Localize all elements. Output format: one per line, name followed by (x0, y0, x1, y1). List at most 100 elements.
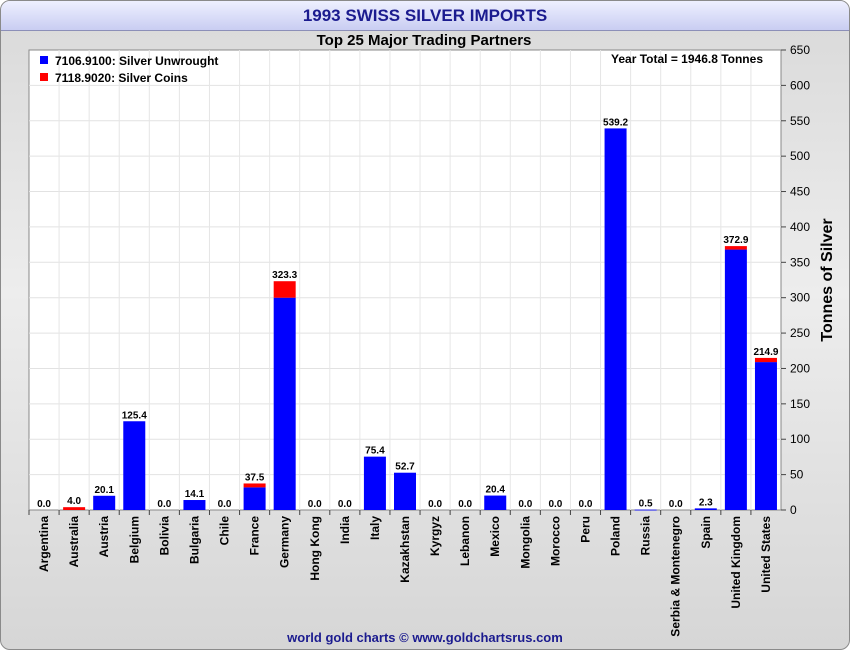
bar-unwrought-23 (724, 249, 747, 511)
data-label: 323.3 (272, 270, 297, 281)
bar-unwrought-22 (694, 508, 717, 510)
y-axis-title: Tonnes of Silver (819, 218, 836, 341)
y-tick-label: 350 (790, 255, 810, 269)
x-tick-label: Bolivia (157, 516, 171, 556)
bar-coins-24 (754, 357, 777, 363)
data-label: 0.0 (218, 499, 232, 510)
data-label: 372.9 (723, 235, 748, 246)
x-tick-label: Lebanon (458, 516, 472, 566)
x-tick-label: Austria (97, 516, 111, 558)
data-label: 20.4 (486, 485, 506, 496)
x-tick-label: Germany (278, 516, 292, 568)
bar-unwrought-11 (363, 456, 386, 510)
bar-unwrought-7 (243, 487, 266, 510)
y-tick-label: 200 (790, 361, 810, 375)
x-axis: Argentina Australia Austria Belgium Bolivia B… (28, 510, 773, 637)
data-label: 0.0 (669, 499, 683, 510)
y-tick-label: 500 (790, 149, 810, 163)
y-tick-label: 300 (790, 291, 810, 305)
bar-unwrought-2 (93, 495, 116, 510)
y-tick-label: 0 (790, 503, 797, 517)
bar-unwrought-24 (754, 362, 777, 510)
value-labels: 0.0 4.0 20.1 125.4 0.0 14.1 0.0 37.5 323.3 0.0 0.0… (37, 117, 779, 510)
data-label: 2.3 (699, 497, 713, 508)
bar-unwrought-12 (394, 472, 416, 510)
x-tick-label: Poland (609, 516, 623, 556)
data-label: 0.0 (428, 499, 442, 510)
bar-unwrought-15 (484, 495, 507, 510)
legend-swatch-unwrought (40, 56, 48, 64)
year-total-annotation: Year Total = 1946.8 Tonnes (611, 52, 763, 66)
x-tick-label: Mexico (488, 516, 502, 557)
data-label: 0.0 (458, 499, 472, 510)
data-label: 4.0 (67, 496, 81, 507)
bar-unwrought-3 (123, 421, 146, 510)
data-label: 20.1 (94, 485, 114, 496)
footer-credit: world gold charts © www.goldchartsrus.co… (287, 630, 563, 645)
y-tick-label: 600 (790, 78, 810, 92)
data-label: 0.0 (157, 499, 171, 510)
y-tick-label: 150 (790, 397, 810, 411)
plot-area (28, 49, 782, 511)
x-tick-label: France (248, 516, 262, 556)
data-label: 0.0 (338, 499, 352, 510)
data-label: 0.0 (308, 499, 322, 510)
chart-title: 1993 SWISS SILVER IMPORTS (302, 6, 548, 25)
x-tick-label: Australia (67, 516, 81, 568)
data-label: 0.5 (639, 499, 653, 510)
bar-unwrought-20 (634, 509, 657, 511)
data-label: 52.7 (395, 462, 415, 473)
x-tick-label: Belgium (127, 516, 141, 563)
legend-label-coins: 7118.9020: Silver Coins (55, 71, 188, 85)
bar-coins-1 (63, 507, 86, 510)
legend-label-unwrought: 7106.9100: Silver Unwrought (55, 54, 218, 68)
bar-unwrought-5 (183, 500, 206, 510)
data-label: 0.0 (579, 499, 593, 510)
x-tick-label: Chile (218, 516, 232, 546)
x-tick-label: United States (759, 516, 773, 593)
x-tick-label: Hong Kong (308, 516, 322, 581)
y-tick-label: 50 (790, 468, 804, 482)
y-tick-label: 550 (790, 114, 810, 128)
bar-coins-8 (273, 281, 296, 298)
grid-lines (29, 50, 781, 510)
x-tick-label: Italy (368, 516, 382, 540)
data-label: 0.0 (548, 499, 562, 510)
data-label: 37.5 (245, 472, 265, 483)
x-tick-label: Serbia & Montenegro (669, 516, 683, 637)
x-tick-label: India (338, 516, 352, 544)
x-tick-label: Bulgaria (187, 516, 201, 564)
data-label: 0.0 (37, 499, 51, 510)
data-label: 214.9 (753, 347, 778, 358)
y-axis: 0 50 100 150 200 250 300 350 400 450 500 550 600 650 (781, 43, 810, 517)
x-tick-label: Kazakhstan (398, 516, 412, 583)
legend: 7106.9100: Silver Unwrought 7118.9020: S… (40, 54, 218, 85)
y-tick-label: 400 (790, 220, 810, 234)
x-tick-label: United Kingdom (729, 516, 743, 609)
y-tick-label: 650 (790, 43, 810, 57)
title-bar: 1993 SWISS SILVER IMPORTS (1, 1, 849, 31)
y-tick-label: 450 (790, 185, 810, 199)
bar-coins-23 (724, 246, 747, 250)
x-tick-label: Kyrgyz (428, 516, 442, 556)
x-tick-label: Mongolia (518, 516, 532, 569)
x-tick-label: Spain (699, 516, 713, 549)
x-tick-label: Peru (578, 516, 592, 543)
bar-coins-7 (243, 483, 266, 488)
data-label: 75.4 (365, 446, 385, 457)
bar-group (63, 128, 777, 511)
data-label: 125.4 (122, 410, 147, 421)
data-label: 539.2 (603, 117, 628, 128)
y-tick-label: 100 (790, 432, 810, 446)
data-label: 14.1 (185, 489, 205, 500)
data-label: 0.0 (518, 499, 532, 510)
bar-unwrought-8 (273, 297, 296, 510)
y-tick-label: 250 (790, 326, 810, 340)
x-tick-label: Russia (639, 516, 653, 556)
chart-subtitle: Top 25 Major Trading Partners (317, 32, 532, 49)
legend-swatch-coins (40, 73, 48, 81)
x-tick-label: Argentina (37, 516, 51, 572)
bar-unwrought-19 (604, 128, 627, 511)
x-tick-label: Morocco (548, 516, 562, 566)
